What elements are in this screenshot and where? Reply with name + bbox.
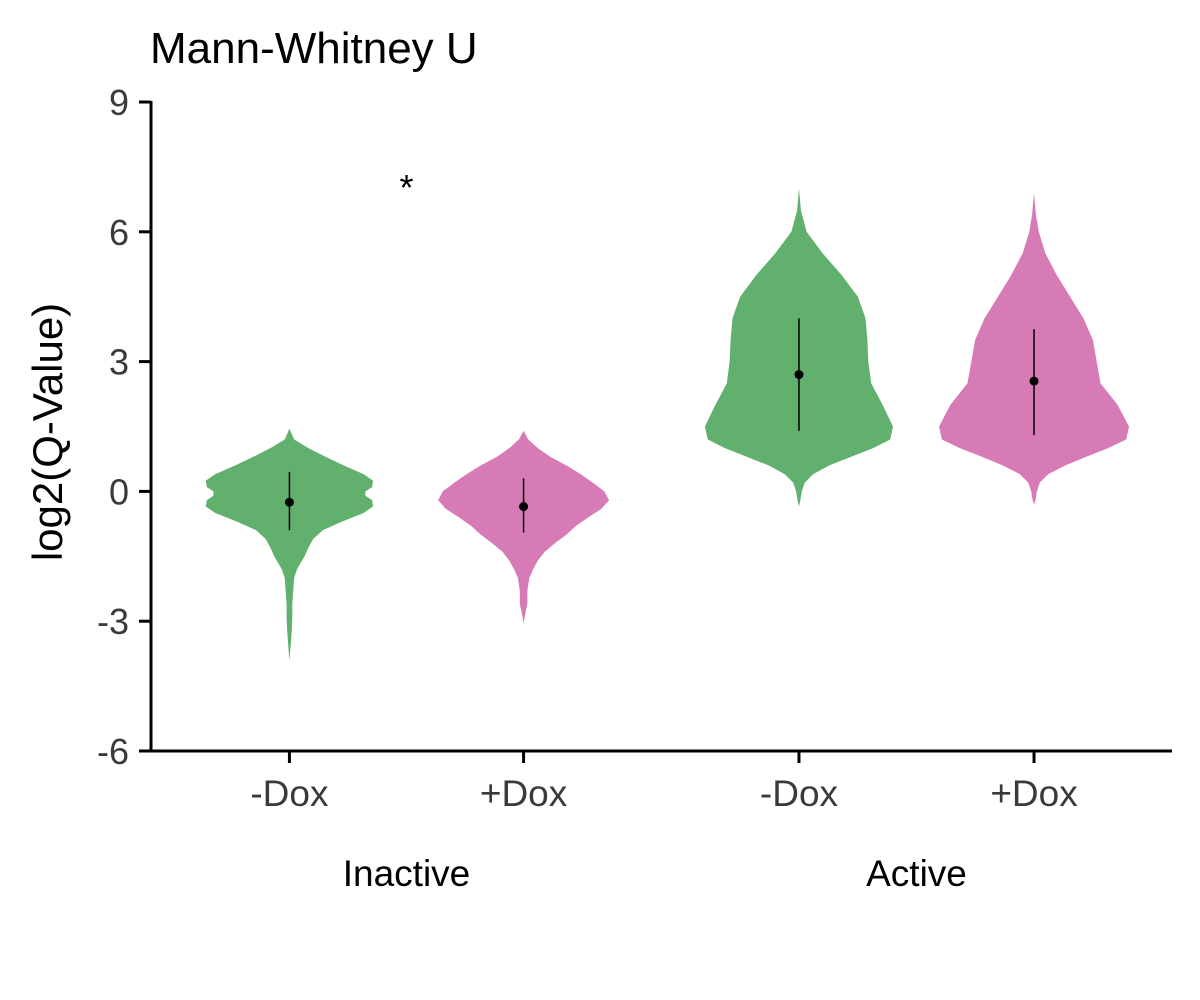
y-tick-label: 6 [109, 212, 129, 253]
facet-label-active: Active [866, 853, 967, 894]
median-point [794, 370, 804, 380]
y-tick-label: 3 [109, 342, 129, 383]
median-point [519, 502, 529, 512]
significance-annotation: * [399, 167, 413, 208]
y-tick-label: -3 [97, 601, 129, 642]
y-axis-label: log2(Q-Value) [24, 303, 71, 561]
median-point [284, 497, 294, 507]
x-tick-label: +Dox [990, 773, 1078, 814]
facet-label-inactive: Inactive [343, 853, 471, 894]
x-tick-label: -Dox [250, 773, 329, 814]
chart-title: Mann-Whitney U [150, 24, 478, 73]
y-tick-label: -6 [97, 731, 129, 772]
violin-inactive-minus-dox [205, 428, 373, 661]
x-tick-label: +Dox [480, 773, 568, 814]
x-tick-label: -Dox [760, 773, 839, 814]
y-tick-label: 0 [109, 471, 129, 512]
y-tick-label: 9 [109, 82, 129, 123]
median-point [1029, 376, 1039, 386]
